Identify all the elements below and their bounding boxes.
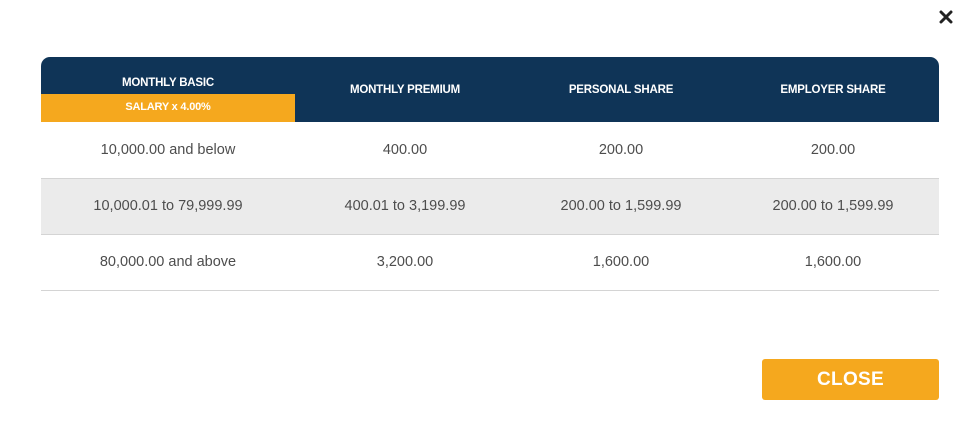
table-cell: 3,200.00 — [295, 234, 515, 291]
close-button[interactable]: CLOSE — [762, 359, 939, 400]
table-cell: 200.00 to 1,599.99 — [727, 178, 939, 235]
header-monthly-premium: MONTHLY PREMIUM — [295, 57, 515, 122]
table-cell: 1,600.00 — [515, 234, 727, 291]
table-row: 80,000.00 and above 3,200.00 1,600.00 1,… — [41, 234, 939, 291]
table-cell: 200.00 to 1,599.99 — [515, 178, 727, 235]
header-employer-share: EMPLOYER SHARE — [727, 57, 939, 122]
table-cell: 400.00 — [295, 122, 515, 179]
table-cell: 80,000.00 and above — [41, 234, 295, 291]
table-header-row: MONTHLY BASIC SALARY x 4.00% MONTHLY PRE… — [41, 57, 939, 122]
table-cell: 1,600.00 — [727, 234, 939, 291]
table-cell: 10,000.00 and below — [41, 122, 295, 179]
table-cell: 200.00 — [727, 122, 939, 179]
header-monthly-basic: MONTHLY BASIC SALARY x 4.00% — [41, 57, 295, 122]
table-cell: 400.01 to 3,199.99 — [295, 178, 515, 235]
close-icon[interactable] — [935, 6, 957, 28]
table-cell: 200.00 — [515, 122, 727, 179]
header-label: MONTHLY BASIC — [122, 77, 214, 89]
premium-rate-table: MONTHLY BASIC SALARY x 4.00% MONTHLY PRE… — [41, 57, 939, 291]
header-personal-share: PERSONAL SHARE — [515, 57, 727, 122]
table-row: 10,000.00 and below 400.00 200.00 200.00 — [41, 122, 939, 179]
table-row: 10,000.01 to 79,999.99 400.01 to 3,199.9… — [41, 178, 939, 235]
rate-badge: SALARY x 4.00% — [41, 94, 295, 122]
table-cell: 10,000.01 to 79,999.99 — [41, 178, 295, 235]
